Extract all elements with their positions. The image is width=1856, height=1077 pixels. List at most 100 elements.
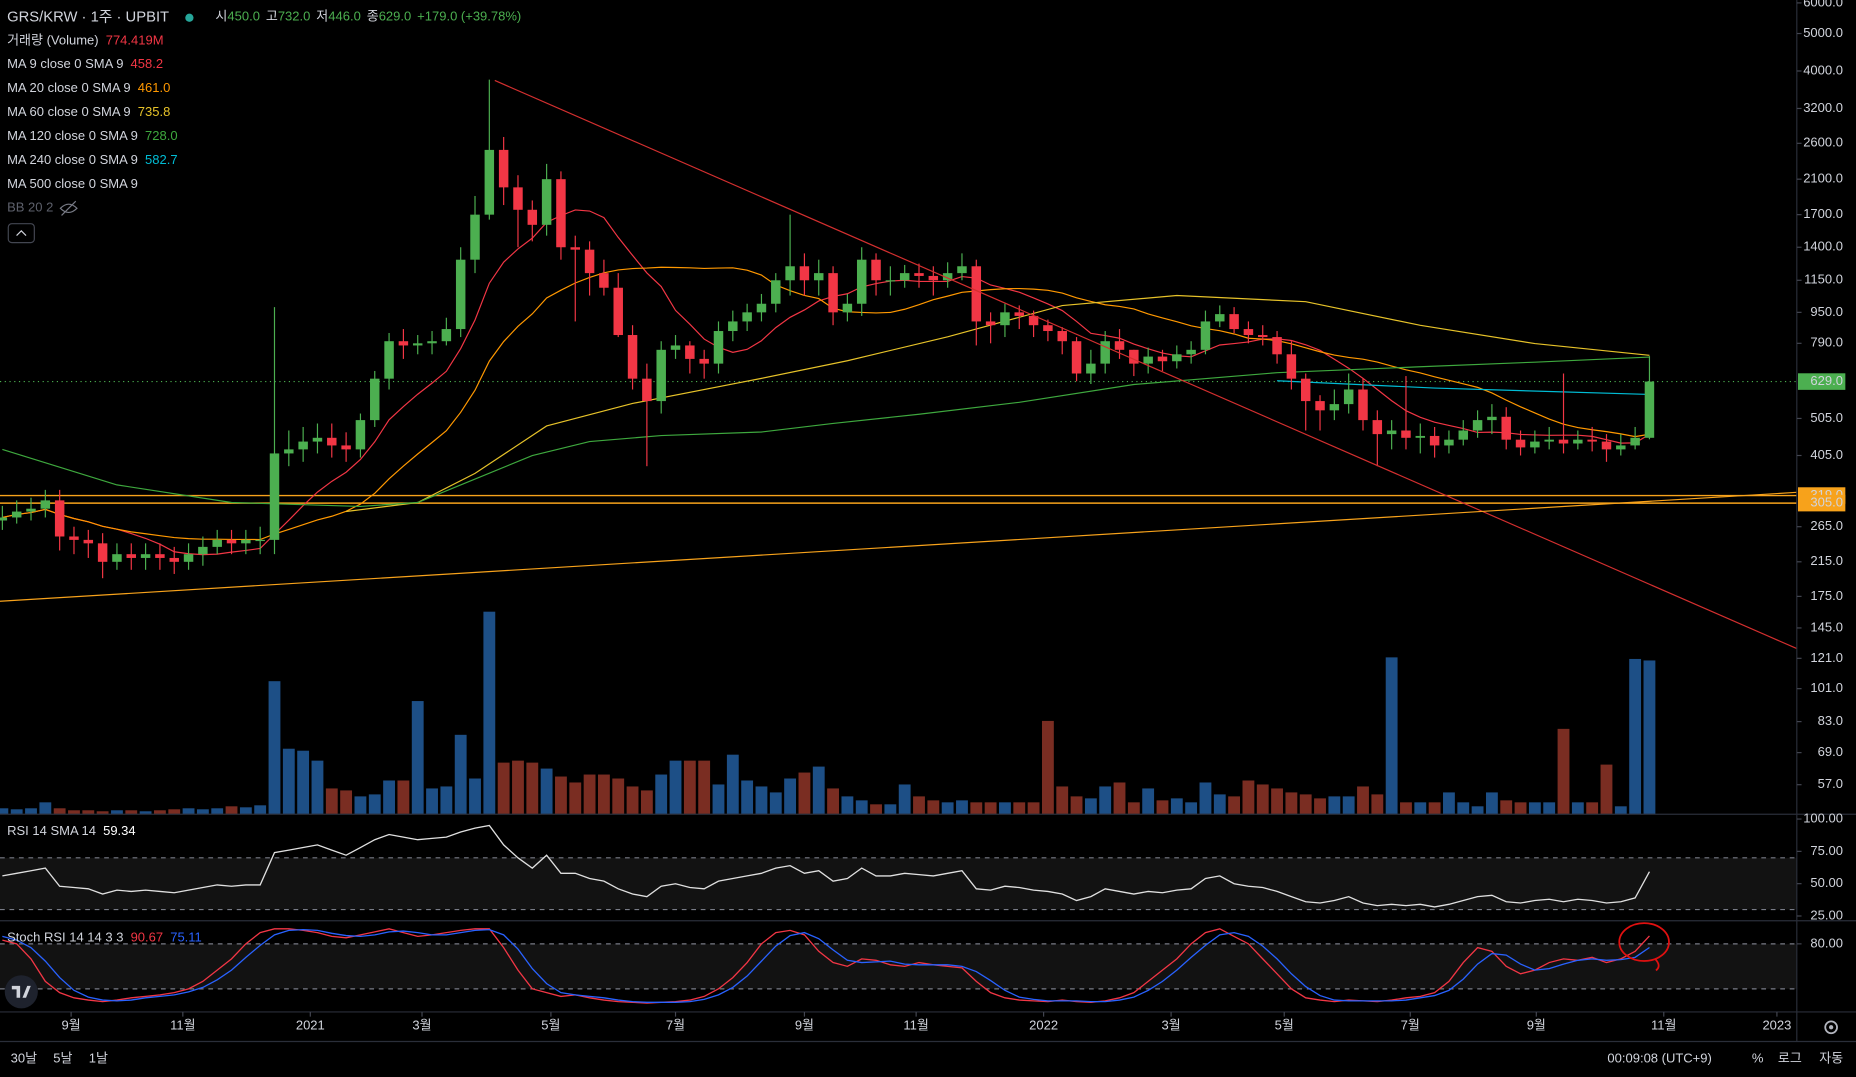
volume-bar (1056, 786, 1069, 815)
legend-row: Stoch RSI 14 14 3 3 90.67 75.11 (7, 930, 202, 945)
plot-layers (0, 79, 1797, 1004)
candle-body (441, 329, 452, 342)
volume-bar (1543, 802, 1556, 815)
y-tick-label: 265.0 (1810, 518, 1843, 533)
candle-body (1157, 356, 1168, 362)
volume-bar (497, 762, 510, 815)
candle-body (871, 259, 881, 281)
volume-bar (0, 808, 9, 815)
settings-icon[interactable] (1824, 1020, 1838, 1035)
ma-value: 735.8 (138, 105, 171, 120)
volume-bar (1299, 794, 1312, 815)
percent-toggle[interactable]: % (1752, 1051, 1764, 1066)
volume-bar (999, 802, 1011, 815)
candle-body (54, 500, 65, 537)
log-toggle[interactable]: 로그 (1778, 1051, 1802, 1066)
volume-bar (82, 810, 95, 815)
volume-bar (1586, 802, 1599, 815)
candle-body (599, 273, 609, 288)
candle-body (1487, 416, 1497, 421)
candle-body (69, 536, 79, 540)
x-tick-label: 3월 (1161, 1018, 1180, 1033)
volume-bar (1142, 788, 1155, 815)
candle-body (1143, 356, 1153, 364)
tradingview-logo[interactable] (4, 975, 38, 1009)
y-tick-label: 950.0 (1810, 304, 1843, 319)
y-tick-label: 215.0 (1810, 553, 1843, 568)
volume-bar (1070, 796, 1083, 815)
candle-body (398, 341, 409, 346)
volume-bar (1357, 786, 1369, 815)
candle-body (928, 275, 939, 281)
last-price-label: 629.0 (1810, 373, 1843, 388)
candle-body (1573, 439, 1583, 444)
candle-body (1129, 349, 1139, 364)
volume-bar (1099, 786, 1112, 815)
ma-value: 582.7 (145, 153, 178, 168)
volume-bar (1113, 782, 1126, 815)
x-tick-label: 3월 (412, 1018, 431, 1033)
candle-body (427, 341, 437, 344)
volume-bar (812, 766, 825, 815)
y-tick-label: 80.00 (1810, 935, 1843, 950)
candle-body (341, 445, 351, 450)
candle-body (298, 441, 308, 450)
ohlc-value: 629.0 (379, 9, 412, 24)
volume-bar (1643, 660, 1656, 815)
volume-bar (68, 810, 80, 815)
candle-body (957, 266, 967, 274)
legend-row: MA 500 close 0 SMA 9 (7, 177, 138, 192)
x-tick-label: 2022 (1029, 1018, 1058, 1033)
hidden-eye-icon[interactable] (59, 200, 78, 216)
candle-body (1229, 314, 1239, 330)
volume-bar (1027, 802, 1040, 815)
volume-bar (1328, 796, 1341, 815)
candle-body (1100, 341, 1110, 364)
candle-body (112, 554, 122, 562)
candle-body (1616, 445, 1626, 450)
volume-bar (1600, 764, 1613, 815)
volume-bar (784, 778, 797, 815)
candle-body (627, 335, 638, 379)
volume-bar (1041, 720, 1054, 815)
range-button[interactable]: 1날 (89, 1051, 108, 1066)
volume-bar (669, 760, 682, 815)
y-tick-label: 57.0 (1818, 776, 1843, 791)
volume-bar (1414, 802, 1427, 815)
range-button[interactable]: 30날 (11, 1051, 37, 1066)
y-tick-label: 5000.0 (1803, 25, 1843, 40)
indicator-title: RSI 14 SMA 14 (7, 823, 96, 838)
candle-body (1043, 325, 1053, 332)
candle-body (541, 179, 552, 225)
volume-bar (1228, 796, 1241, 815)
level-label-box (1798, 494, 1846, 512)
candle-body (312, 437, 323, 442)
candle-body (1300, 378, 1311, 402)
range-button[interactable]: 5날 (53, 1051, 72, 1066)
collapse-button[interactable] (7, 223, 35, 244)
candle-body (699, 358, 709, 364)
indicator-band (0, 943, 1797, 989)
auto-toggle[interactable]: 자동 (1819, 1051, 1843, 1066)
volume-bar (741, 780, 754, 815)
volume-bar (1485, 792, 1498, 815)
indicator-value: 59.34 (103, 823, 136, 838)
volume-bar (755, 786, 768, 815)
ohlc-legend: 시450.0 고732.0 저446.0 종629.0 +179.0 (+39.78%) (215, 9, 521, 24)
candle-body (1515, 439, 1526, 448)
candle-body (584, 249, 595, 274)
volume-bar (397, 780, 410, 815)
clock: 00:09:08 (UTC+9) (1607, 1051, 1711, 1066)
candle-body (455, 259, 466, 330)
volume-bar (10, 809, 23, 815)
collapse-icon (16, 229, 27, 236)
ma-name: MA 9 close 0 SMA 9 (7, 57, 123, 72)
volume-bar (1314, 798, 1326, 815)
candle-body (169, 557, 179, 562)
candle-body (785, 266, 795, 281)
y-tick-label: 100.00 (1803, 810, 1843, 825)
last-price-box (1798, 373, 1846, 390)
volume-bar (1271, 788, 1283, 815)
volume-bar (1256, 784, 1269, 815)
